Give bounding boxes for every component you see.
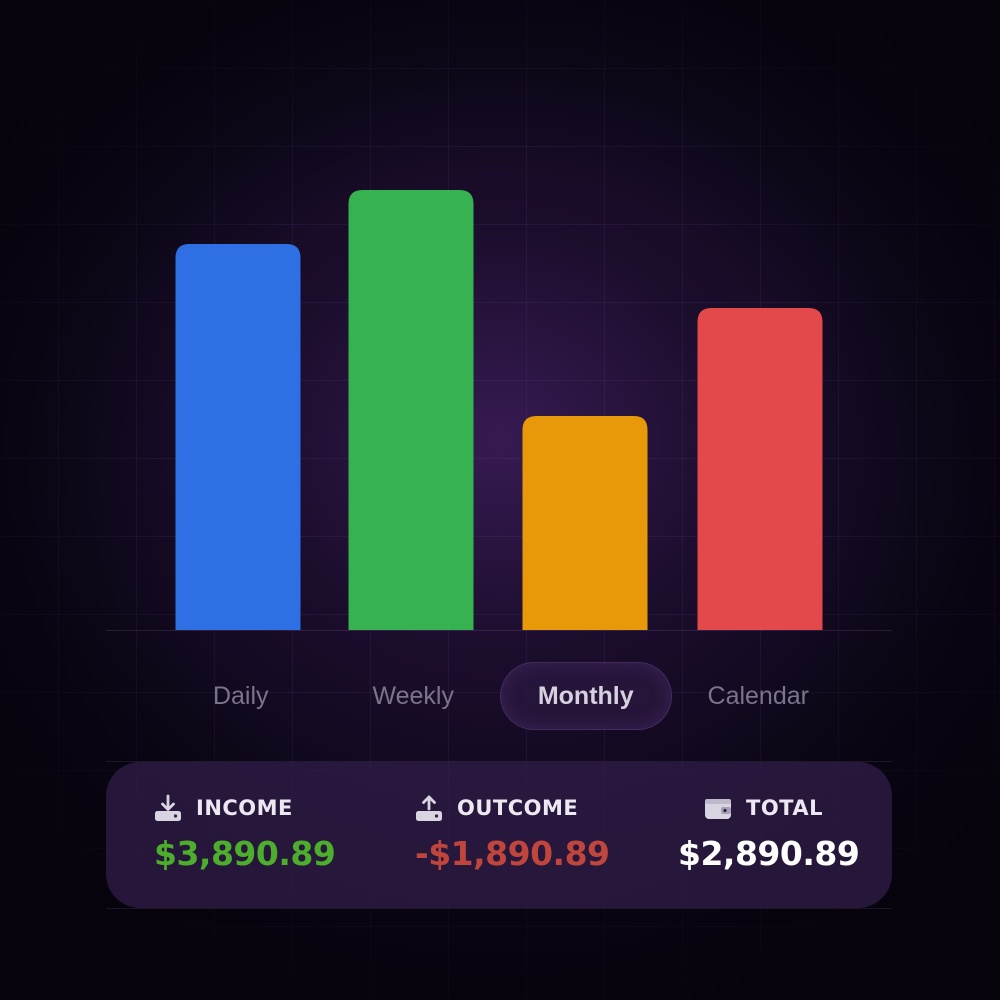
chart-baseline [106,630,892,631]
tab-monthly[interactable]: Monthly [500,662,672,730]
outcome-value: -$1,890.89 [415,834,610,873]
bar-monthly [522,416,648,630]
bar-chart [175,190,823,630]
outcome-label: OUTCOME [457,796,579,820]
download-icon [154,794,182,822]
total-stat: TOTAL $2,890.89 [678,792,860,882]
tab-calendar[interactable]: Calendar [707,681,809,710]
bar-calendar [697,308,823,630]
income-value: $3,890.89 [154,834,336,873]
bar-weekly [348,190,474,630]
wallet-icon [704,794,732,822]
tab-weekly[interactable]: Weekly [372,681,454,710]
summary-top-divider [106,761,892,762]
total-label: TOTAL [746,796,824,820]
total-value: $2,890.89 [678,834,860,873]
period-tabs: Daily Weekly Monthly Calendar [155,662,845,730]
outcome-stat: OUTCOME -$1,890.89 [415,792,610,882]
income-stat: INCOME $3,890.89 [154,792,336,882]
income-label: INCOME [196,796,293,820]
bar-daily [175,244,301,630]
upload-icon [415,794,443,822]
tab-daily[interactable]: Daily [212,681,269,710]
summary-bottom-divider [106,908,892,909]
summary-card: INCOME $3,890.89 OUTCOME -$1,890.89 [106,762,892,908]
